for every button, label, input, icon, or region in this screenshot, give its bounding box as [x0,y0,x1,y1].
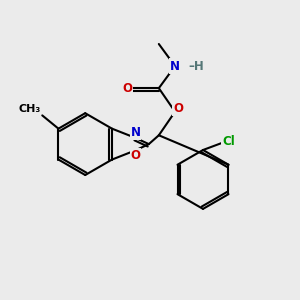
Text: O: O [122,82,132,95]
Text: O: O [173,102,183,115]
Text: Cl: Cl [222,135,235,148]
Text: O: O [130,149,141,162]
Text: N: N [170,60,180,73]
Text: CH₃: CH₃ [19,104,41,114]
Text: N: N [130,126,141,139]
Text: –H: –H [188,60,204,73]
